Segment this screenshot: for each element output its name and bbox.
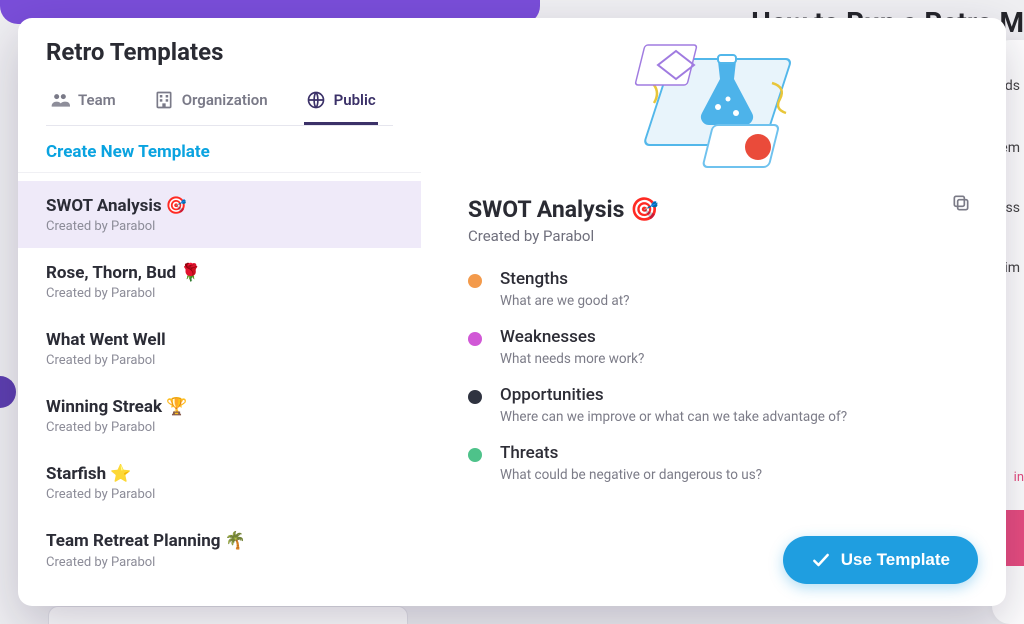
bg-stub: ss [1006,200,1020,216]
bg-purple-dot [0,376,16,408]
prompt-row: Weaknesses What needs more work? [468,327,960,367]
template-item-subtitle: Created by Parabol [46,420,393,435]
prompt-subtitle: What could be negative or dangerous to u… [500,467,762,483]
template-item-swot[interactable]: SWOT Analysis 🎯 Created by Parabol [18,181,421,248]
illustration-svg [614,33,814,173]
prompt-color-dot [468,390,482,404]
template-item-title: Team Retreat Planning 🌴 [46,530,393,552]
prompt-list: Stengths What are we good at? Weaknesses… [468,269,960,483]
detail-subtitle: Created by Parabol [468,227,659,245]
tab-organization[interactable]: Organization [152,80,270,125]
bg-bottom-card [48,606,408,624]
template-item-subtitle: Created by Parabol [46,353,393,368]
template-detail-pane: SWOT Analysis 🎯 Created by Parabol Steng… [422,18,1006,606]
scope-tabs: Team Organization Public [46,80,393,126]
template-item-title: Starfish ⭐ [46,463,393,485]
globe-icon [306,90,326,110]
tab-team-label: Team [78,91,116,109]
tab-organization-label: Organization [182,91,268,109]
organization-icon [154,90,174,110]
modal-title: Retro Templates [46,38,393,66]
clone-template-button[interactable] [946,188,976,218]
team-icon [50,90,70,110]
prompt-subtitle: What are we good at? [500,293,630,309]
template-illustration [422,18,1006,188]
tab-public[interactable]: Public [304,80,378,125]
prompt-color-dot [468,332,482,346]
prompt-title: Stengths [500,269,630,289]
template-item-title: What Went Well [46,329,393,351]
detail-title: SWOT Analysis 🎯 [468,196,659,223]
template-list: SWOT Analysis 🎯 Created by Parabol Rose,… [18,181,421,606]
prompt-subtitle: What needs more work? [500,351,644,367]
template-item-team-retreat[interactable]: Team Retreat Planning 🌴 Created by Parab… [18,516,421,583]
check-icon [811,550,831,570]
left-header: Retro Templates Team Organization Public [18,18,421,126]
template-item-winning-streak[interactable]: Winning Streak 🏆 Created by Parabol [18,382,421,449]
template-item-title: Winning Streak 🏆 [46,396,393,418]
template-item-starfish[interactable]: Starfish ⭐ Created by Parabol [18,449,421,516]
template-item-subtitle: Created by Parabol [46,286,393,301]
template-left-pane: Retro Templates Team Organization Public… [18,18,422,606]
template-item-subtitle: Created by Parabol [46,487,393,502]
prompt-title: Weaknesses [500,327,644,347]
prompt-color-dot [468,274,482,288]
template-item-rose-thorn-bud[interactable]: Rose, Thorn, Bud 🌹 Created by Parabol [18,248,421,315]
prompt-title: Threats [500,443,762,463]
template-item-what-went-well[interactable]: What Went Well Created by Parabol [18,315,421,382]
create-template-row: Create New Template [18,126,421,173]
prompt-row: Stengths What are we good at? [468,269,960,309]
prompt-row: Threats What could be negative or danger… [468,443,960,483]
use-template-label: Use Template [841,550,950,570]
retro-templates-modal: Retro Templates Team Organization Public… [18,18,1006,606]
prompt-title: Opportunities [500,385,847,405]
tab-public-label: Public [334,91,376,109]
use-template-button[interactable]: Use Template [783,536,978,584]
bg-stub: ds [1005,78,1020,94]
tab-team[interactable]: Team [48,80,118,125]
template-item-title: Rose, Thorn, Bud 🌹 [46,262,393,284]
bg-stub: im [1004,260,1020,276]
prompt-row: Opportunities Where can we improve or wh… [468,385,960,425]
template-item-title: SWOT Analysis 🎯 [46,195,393,217]
prompt-subtitle: Where can we improve or what can we take… [500,409,847,425]
copy-icon [951,193,971,213]
create-new-template-link[interactable]: Create New Template [46,142,210,162]
prompt-color-dot [468,448,482,462]
template-item-subtitle: Created by Parabol [46,219,393,234]
template-item-subtitle: Created by Parabol [46,555,393,570]
